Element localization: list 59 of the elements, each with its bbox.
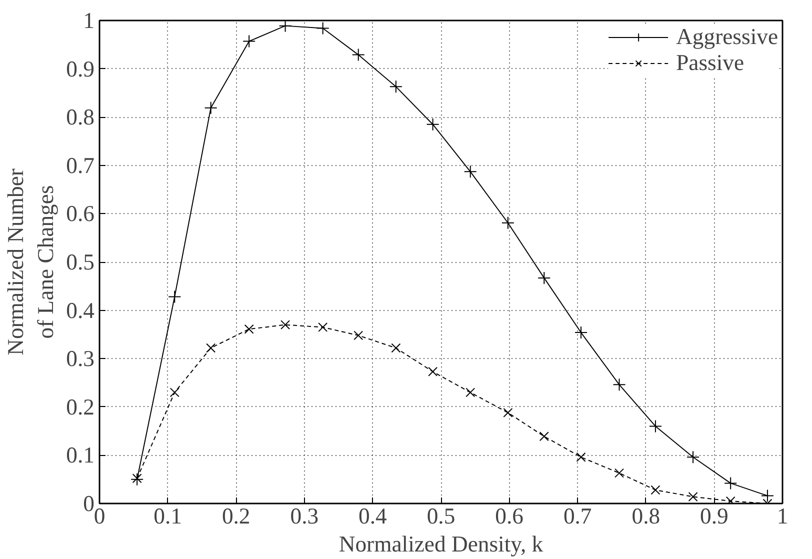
y-axis-title: Normalized Number of Lane Changes bbox=[3, 168, 58, 356]
y-tick-label: 0.1 bbox=[66, 442, 95, 468]
y-tick-label: 0.7 bbox=[66, 152, 95, 178]
point bbox=[278, 20, 292, 32]
x-tick-label: 0.3 bbox=[290, 504, 319, 528]
point bbox=[538, 271, 551, 284]
y-tick-label: 0.9 bbox=[66, 56, 95, 82]
point bbox=[318, 322, 328, 332]
y-tick-label: 0.6 bbox=[66, 201, 95, 226]
point bbox=[724, 476, 738, 490]
x-tick-label: 0.5 bbox=[426, 504, 456, 528]
point bbox=[244, 324, 254, 334]
x-tick-label: 0.4 bbox=[358, 504, 387, 528]
point bbox=[726, 496, 736, 504]
point bbox=[206, 343, 216, 353]
y-tick-label: 0.2 bbox=[66, 394, 95, 420]
point bbox=[688, 492, 698, 502]
point bbox=[316, 22, 330, 35]
point bbox=[354, 330, 364, 340]
point bbox=[242, 34, 256, 48]
point bbox=[428, 366, 438, 376]
x-tick-label: 0.6 bbox=[495, 504, 524, 528]
point bbox=[426, 118, 440, 131]
point bbox=[466, 388, 476, 398]
x-tick-label: 0.7 bbox=[563, 504, 592, 528]
y-tick-label: 0.8 bbox=[66, 104, 95, 130]
point bbox=[389, 80, 402, 94]
point bbox=[686, 450, 700, 464]
x-tick-label: 0.2 bbox=[222, 504, 250, 528]
point bbox=[539, 432, 549, 442]
point bbox=[391, 343, 401, 353]
point bbox=[650, 485, 660, 495]
y-tick-label: 0.3 bbox=[66, 346, 95, 372]
point bbox=[204, 101, 218, 114]
point bbox=[168, 290, 182, 304]
point bbox=[352, 48, 365, 62]
x-tick-label: 1 bbox=[776, 504, 788, 528]
point bbox=[130, 472, 144, 486]
point bbox=[612, 378, 626, 392]
y-tick-label: 1 bbox=[83, 8, 94, 33]
x-tick-label: 0.1 bbox=[154, 504, 182, 528]
point bbox=[574, 326, 588, 340]
point bbox=[614, 468, 624, 478]
x-axis-title: Normalized Density, k bbox=[338, 532, 544, 556]
point bbox=[501, 216, 514, 230]
legend-label: Passive bbox=[676, 50, 744, 76]
y-tick-label: 0.4 bbox=[66, 298, 95, 323]
point bbox=[464, 165, 477, 178]
legend-label: Aggressive bbox=[676, 24, 778, 50]
point bbox=[503, 408, 513, 418]
y-tick-label: 0.5 bbox=[66, 250, 95, 274]
point bbox=[132, 474, 142, 484]
x-tick-label: 0.9 bbox=[700, 504, 728, 528]
point bbox=[648, 420, 662, 433]
point bbox=[280, 320, 290, 330]
x-tick-label: 0.8 bbox=[632, 504, 660, 528]
point bbox=[576, 452, 586, 462]
point bbox=[170, 388, 180, 398]
point bbox=[760, 489, 774, 502]
